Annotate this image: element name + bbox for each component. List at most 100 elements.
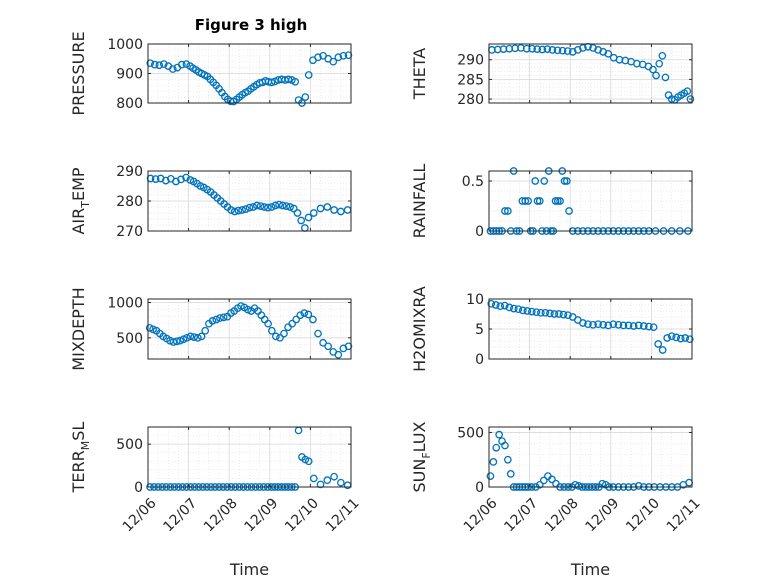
data-point — [594, 320, 602, 329]
y-axis-label: PRESSURE — [69, 31, 88, 115]
data-point — [186, 332, 195, 341]
y-tick-label: 1000 — [107, 296, 143, 312]
data-point — [563, 47, 572, 55]
data-point — [486, 472, 495, 480]
y-tick-label: 280 — [457, 92, 484, 108]
data-point — [506, 470, 515, 478]
data-point — [304, 457, 313, 466]
data-point — [537, 308, 545, 317]
data-point — [619, 321, 628, 330]
data-point — [319, 338, 327, 347]
data-point — [241, 205, 250, 213]
data-point — [334, 53, 343, 62]
data-point — [208, 317, 217, 325]
data-point — [336, 478, 345, 487]
data-point — [518, 306, 527, 315]
data-point — [227, 206, 235, 214]
data-point — [212, 315, 221, 324]
data-point — [614, 320, 623, 329]
data-point — [267, 78, 276, 87]
data-point — [496, 302, 505, 311]
data-point — [334, 350, 343, 359]
data-point — [634, 321, 643, 330]
data-point — [267, 203, 276, 211]
y-tick-label: 0 — [134, 480, 143, 496]
data-point — [275, 200, 283, 209]
data-point — [589, 320, 597, 329]
data-point — [649, 65, 657, 74]
subplot-2: 280 285 290 THETA — [410, 42, 695, 108]
data-point — [532, 308, 541, 317]
y-tick-label: 290 — [457, 53, 484, 69]
data-point — [324, 342, 333, 351]
data-point — [548, 475, 556, 484]
data-point — [264, 203, 272, 212]
figure-title: Figure 3 high — [195, 16, 308, 34]
data-point — [495, 430, 503, 439]
data-point — [183, 333, 191, 342]
data-point — [531, 177, 540, 185]
x-axis-label: Time — [229, 560, 269, 579]
data-point — [150, 60, 159, 69]
data-point — [672, 333, 681, 342]
y-tick-label: 10 — [466, 292, 484, 308]
data-point — [533, 45, 542, 53]
data-point — [649, 323, 658, 332]
data-point — [543, 45, 552, 53]
data-point — [661, 73, 670, 82]
data-point — [505, 303, 514, 312]
data-point — [624, 321, 633, 330]
data-point — [272, 332, 280, 341]
x-axis-label: Time — [570, 560, 610, 579]
data-point — [663, 334, 672, 342]
y-axis-label: RAINFALL — [410, 164, 429, 239]
y-axis-label: SUNFLUX — [410, 421, 433, 492]
data-point — [182, 60, 191, 68]
data-point — [540, 177, 549, 185]
y-axis-label: AIRTEMP — [69, 167, 92, 234]
data-point — [535, 480, 544, 489]
data-point — [177, 60, 186, 69]
data-point — [556, 197, 564, 205]
y-tick-label: 5 — [475, 322, 484, 338]
data-point — [539, 476, 548, 485]
data-point — [639, 322, 648, 330]
axes-box — [488, 426, 693, 488]
data-point — [500, 301, 509, 310]
data-point — [300, 309, 309, 317]
data-point — [609, 320, 618, 329]
data-point — [548, 46, 557, 54]
subplot-4: 0 0.5 RAINFALL — [410, 164, 693, 240]
data-point — [655, 59, 664, 68]
data-point — [234, 206, 243, 215]
data-point — [201, 326, 210, 335]
data-point — [271, 201, 280, 210]
data-point — [559, 310, 568, 319]
data-point — [523, 307, 532, 315]
data-point — [230, 207, 239, 216]
data-point — [652, 71, 660, 80]
data-point — [528, 44, 536, 53]
data-point — [284, 75, 293, 84]
axes-box — [488, 43, 693, 104]
y-tick-label: 500 — [457, 425, 484, 441]
data-point — [296, 311, 305, 320]
data-point — [491, 301, 500, 309]
data-point — [604, 49, 613, 58]
data-point — [555, 310, 563, 318]
data-point — [245, 203, 254, 212]
data-point — [676, 334, 685, 343]
data-point — [538, 45, 547, 54]
y-axis-label: MIXDEPTH — [69, 287, 88, 370]
data-point — [667, 332, 676, 341]
data-point — [524, 197, 533, 205]
data-point — [509, 304, 518, 313]
data-point — [314, 329, 322, 338]
subplot-8: 12/06 12/07 12/08 12/09 12/10 12/110500SUNFLU… — [410, 421, 704, 579]
data-point — [168, 65, 177, 73]
y-axis-label: H2OMIXRA — [410, 286, 429, 372]
data-point — [571, 480, 580, 489]
y-tick-label: 285 — [457, 72, 484, 88]
data-point — [172, 337, 181, 346]
